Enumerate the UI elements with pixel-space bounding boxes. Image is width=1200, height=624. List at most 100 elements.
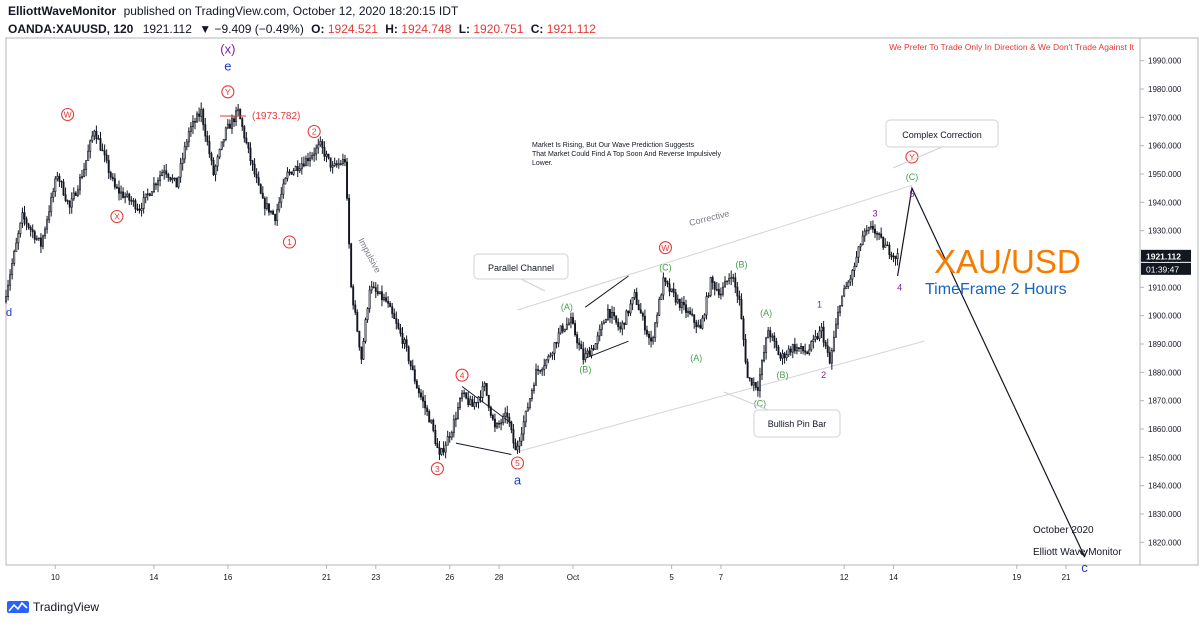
- countdown-text: 01:39:47: [1146, 264, 1179, 274]
- candle-up: [177, 176, 180, 188]
- candle-up: [87, 150, 90, 161]
- candle-down: [206, 135, 209, 142]
- y-tick-label: 1850.000: [1148, 453, 1182, 462]
- candle-up: [547, 355, 550, 361]
- candle-down: [467, 397, 470, 406]
- x-tick-label: 5: [669, 573, 674, 582]
- wave-circle: [110, 209, 124, 224]
- candle-down: [103, 150, 106, 156]
- y-tick-label: 1900.000: [1148, 312, 1182, 321]
- x-tick-label: 23: [371, 573, 380, 582]
- candle-down: [871, 225, 874, 230]
- candle-down: [783, 353, 786, 359]
- candle-down: [561, 325, 564, 332]
- x-tick-label: Oct: [567, 573, 580, 582]
- candle-down: [754, 382, 757, 388]
- candle-up: [15, 242, 18, 252]
- tradingview-logo[interactable]: TradingView: [7, 600, 99, 614]
- candle-up: [791, 344, 794, 353]
- candle-up: [126, 193, 129, 197]
- candle-up: [7, 284, 10, 297]
- low-value: 1920.751: [473, 22, 523, 36]
- candle-down: [198, 113, 201, 117]
- candle-down: [485, 383, 488, 396]
- pattern-line-4: [585, 340, 629, 359]
- candle-up: [85, 160, 88, 170]
- candle-down: [489, 406, 492, 416]
- bullish-pin-bar-callout[interactable]: [753, 409, 841, 438]
- candle-up: [596, 335, 599, 345]
- candle-up: [763, 352, 766, 361]
- candle-down: [393, 313, 396, 319]
- price-axis[interactable]: 1820.000 1830.000 1840.000 1850.000 1860.000…: [1140, 57, 1191, 548]
- x-tick-label: 7: [719, 573, 724, 582]
- candle-up: [722, 286, 724, 295]
- candle-up: [832, 336, 835, 351]
- candle-up: [370, 286, 373, 291]
- channel-lines: [517, 184, 925, 453]
- candle-up: [771, 335, 774, 338]
- close-label: C:: [531, 22, 544, 36]
- author-name[interactable]: ElliottWaveMonitor: [8, 4, 117, 18]
- candle-up: [518, 440, 521, 447]
- candle-up: [853, 265, 856, 271]
- candle-up: [163, 170, 166, 173]
- candle-down: [493, 418, 496, 428]
- candle-down: [155, 183, 157, 186]
- candle-down: [105, 154, 108, 161]
- candle-up: [311, 155, 314, 159]
- candle-up: [157, 180, 159, 186]
- candle-down: [376, 291, 379, 295]
- candle-down: [327, 153, 330, 159]
- x-tick-label: 14: [149, 573, 158, 582]
- candle-down: [241, 118, 244, 128]
- candle-up: [366, 308, 369, 321]
- candle-up: [81, 176, 83, 178]
- bullish-pin-bar-text: Bullish Pin Bar: [768, 419, 827, 429]
- candle-up: [504, 412, 507, 417]
- candle-down: [122, 191, 125, 198]
- candle-down: [888, 244, 891, 256]
- candle-up: [857, 246, 860, 258]
- y-tick-label: 1960.000: [1148, 142, 1182, 151]
- candle-up: [292, 170, 295, 175]
- candle-up: [48, 211, 51, 221]
- candle-up: [300, 163, 303, 170]
- candle-up: [559, 325, 562, 334]
- candle-down: [405, 339, 408, 348]
- time-axis[interactable]: 10 14 16 21 23 26 28 Oct 5 7 12 14 19 21: [51, 565, 1071, 582]
- candle-down: [417, 387, 420, 394]
- candle-up: [533, 384, 535, 391]
- candle-down: [428, 411, 431, 423]
- candle-down: [734, 277, 737, 288]
- candle-up: [76, 189, 79, 196]
- candle-down: [886, 244, 889, 247]
- candle-down: [775, 340, 778, 348]
- candle-down: [426, 407, 429, 412]
- commentary-line-2: That Market Could Find A Top Soon And Re…: [532, 151, 721, 158]
- candle-up: [463, 392, 466, 395]
- wave-label-d: d: [6, 307, 12, 319]
- wave-label: a: [514, 472, 522, 487]
- candle-down: [580, 344, 583, 350]
- candle-up: [220, 141, 223, 150]
- candle-up: [282, 183, 285, 195]
- symbol-label[interactable]: OANDA:XAUUSD, 120: [8, 22, 134, 36]
- candle-up: [814, 336, 817, 340]
- wave-labels: (x)eYWX12345a(A)(B)W(C)(A)(B)(A)(B)(C)X1…: [61, 42, 1088, 575]
- candle-up: [42, 235, 44, 247]
- candle-up: [218, 148, 221, 158]
- candle-up: [808, 349, 811, 354]
- candle-down: [615, 315, 618, 323]
- candle-up: [730, 277, 733, 279]
- candle-up: [339, 163, 342, 165]
- last-price-tag: [1141, 249, 1191, 262]
- wave-label: 5: [909, 189, 914, 199]
- candle-down: [95, 130, 98, 140]
- x-tick-label: 26: [445, 573, 454, 582]
- candle-up: [97, 138, 100, 140]
- candle-down: [773, 335, 776, 342]
- instrument-title: XAU/USD: [934, 243, 1081, 280]
- candle-down: [498, 422, 501, 425]
